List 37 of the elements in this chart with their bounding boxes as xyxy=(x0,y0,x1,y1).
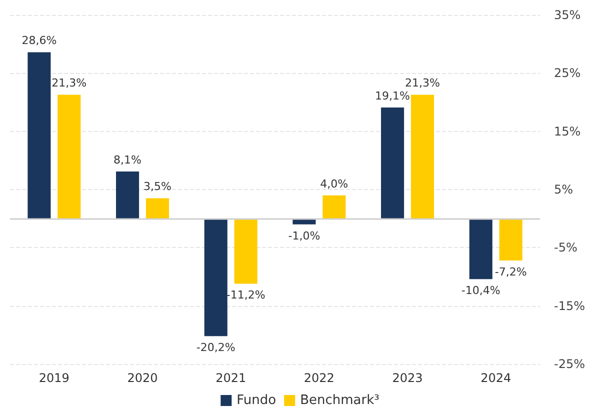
bar xyxy=(410,94,434,219)
y-tick-label: -5% xyxy=(554,240,578,255)
bar xyxy=(499,218,522,260)
y-tick-label: -15% xyxy=(554,298,586,313)
data-label: -7,2% xyxy=(494,265,527,278)
legend-label: Benchmark³ xyxy=(300,393,380,408)
data-label: 8,1% xyxy=(114,153,142,166)
x-tick-label: 2020 xyxy=(127,371,158,385)
data-label: 21,3% xyxy=(405,76,440,90)
x-tick-label: 2024 xyxy=(480,371,512,385)
y-tick-label: 5% xyxy=(554,182,574,196)
bar xyxy=(146,198,169,219)
bar xyxy=(322,195,346,219)
y-tick-label: -25% xyxy=(554,357,586,371)
bar xyxy=(28,52,51,219)
data-label: 28,6% xyxy=(22,34,57,48)
x-tick-label: 2019 xyxy=(38,371,70,385)
bar xyxy=(469,218,492,280)
data-label: 4,0% xyxy=(320,177,348,190)
data-label: -20,2% xyxy=(196,341,236,354)
x-tick-label: 2023 xyxy=(392,371,423,385)
y-tick-label: 35% xyxy=(554,8,581,22)
bar xyxy=(58,94,81,219)
x-tick-label: 2022 xyxy=(304,371,334,385)
y-tick-label: 15% xyxy=(554,124,581,138)
bar xyxy=(381,107,404,219)
x-tick-label: 2021 xyxy=(216,371,246,385)
data-label: 3,5% xyxy=(144,180,172,194)
bar xyxy=(204,218,228,336)
data-label: 19,1% xyxy=(375,89,410,102)
y-tick-label: 25% xyxy=(554,66,581,80)
bar xyxy=(234,218,258,284)
bar xyxy=(116,171,140,219)
legend-label: Fundo xyxy=(236,393,276,408)
data-label: -1,0% xyxy=(288,229,320,242)
data-label: 21,3% xyxy=(52,76,87,90)
data-label: -10,4% xyxy=(461,284,500,298)
